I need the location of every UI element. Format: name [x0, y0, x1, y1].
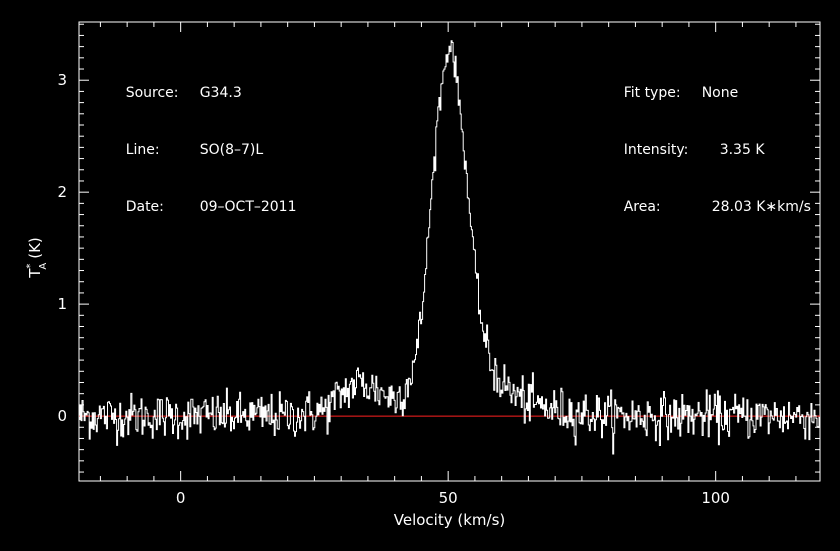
plot-frame: [78, 21, 821, 482]
spectrum-trace: [79, 40, 821, 455]
info-row-fit-type: Fit type: None: [597, 69, 811, 101]
info-row-intensity: Intensity: 3.35 K: [597, 126, 811, 158]
info-label: Date:: [125, 199, 164, 215]
info-value: 3.35 K: [719, 142, 765, 158]
header-left: Source: G34.3 Line: SO(8–7)L Date: 09–OCT–2…: [99, 37, 297, 240]
info-row-source: Source: G34.3: [99, 69, 297, 101]
y-tick-label: 1: [57, 295, 67, 313]
y-axis-label-sup: *: [25, 264, 36, 269]
info-row-line: Line: SO(8–7)L: [99, 126, 297, 158]
x-tick-label: 50: [439, 489, 458, 507]
x-axis-label: Velocity (km/s): [394, 511, 505, 529]
info-label: Area:: [623, 199, 661, 215]
info-row-area: Area: 28.03 K∗km/s: [597, 183, 811, 215]
x-tick-label: 0: [176, 489, 186, 507]
y-tick-label: 0: [57, 407, 67, 425]
info-value: 09–OCT–2011: [199, 199, 297, 215]
x-tick-label: 100: [701, 489, 730, 507]
info-label: Line:: [125, 142, 160, 158]
svg-text:T*A(K): T* A (K): [25, 237, 49, 279]
info-value: None: [701, 85, 739, 101]
info-value: G34.3: [199, 85, 242, 101]
header-right: Fit type: None Intensity: 3.35 K Area: 28.0…: [597, 37, 811, 240]
info-label: Intensity:: [623, 142, 689, 158]
y-axis-label-unit: (K): [26, 237, 44, 259]
y-axis-label-sub: A: [38, 263, 49, 270]
info-label: Source:: [125, 85, 179, 101]
info-value: SO(8–7)L: [199, 142, 264, 158]
info-row-date: Date: 09–OCT–2011: [99, 183, 297, 215]
y-axis-label: T* A (K): [25, 237, 49, 279]
y-axis-label-main: T: [26, 268, 44, 279]
y-tick-label: 3: [57, 71, 67, 89]
info-value: 28.03 K∗km/s: [711, 199, 811, 215]
y-tick-label: 2: [57, 183, 67, 201]
info-label: Fit type:: [623, 85, 681, 101]
